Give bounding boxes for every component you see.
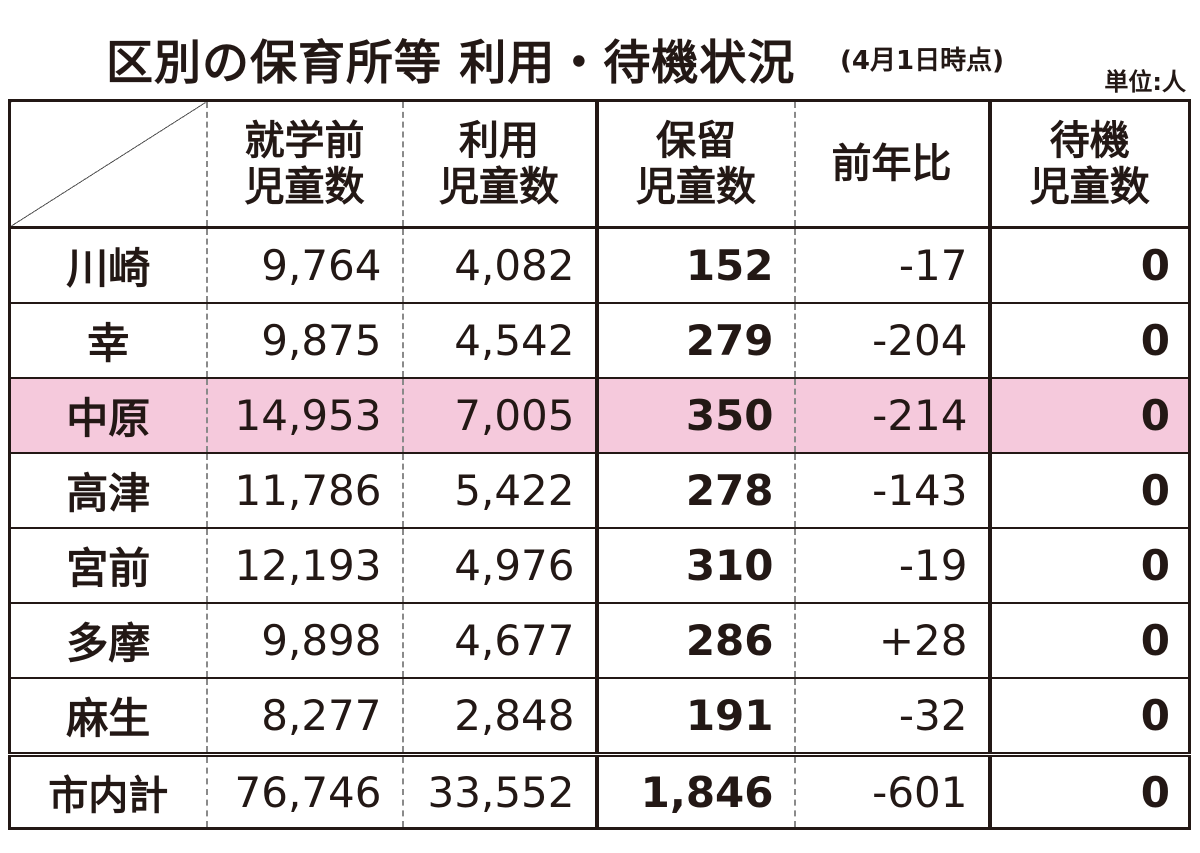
page-title: 区別の保育所等 利用・待機状況 — [106, 36, 796, 91]
preschool-count: 8,277 — [205, 677, 403, 756]
header-preschool-line2: 児童数 — [244, 164, 365, 210]
hold-count: 350 — [594, 377, 795, 454]
title-row: 区別の保育所等 利用・待機状況 (4月1日時点) 単位:人 — [0, 0, 1200, 100]
total-yoy-change: -601 — [793, 752, 990, 830]
preschool-count: 9,898 — [205, 602, 403, 679]
hold-count: 279 — [594, 302, 795, 379]
header-waiting-line1: 待機 — [1049, 118, 1130, 164]
used-count: 4,082 — [401, 226, 597, 304]
table-row: 宮前 12,193 4,976 310 -19 0 — [8, 527, 1191, 604]
yoy-change: -19 — [793, 527, 990, 604]
hold-count: 310 — [594, 527, 795, 604]
hold-count: 278 — [594, 452, 795, 529]
header-preschool: 就学前 児童数 — [205, 99, 403, 229]
preschool-count: 14,953 — [205, 377, 403, 454]
yoy-change: -214 — [793, 377, 990, 454]
ward-name: 川崎 — [8, 226, 207, 304]
corner-diagonal-cell — [8, 99, 207, 229]
header-used: 利用 児童数 — [401, 99, 597, 229]
yoy-change: -17 — [793, 226, 990, 304]
hold-count: 286 — [594, 602, 795, 679]
table-row: 幸 9,875 4,542 279 -204 0 — [8, 302, 1191, 379]
header-hold-line2: 児童数 — [636, 164, 756, 210]
table-row: 川崎 9,764 4,082 152 -17 0 — [8, 226, 1191, 304]
waiting-count: 0 — [987, 677, 1191, 756]
waiting-count: 0 — [987, 226, 1191, 304]
ward-name: 麻生 — [8, 677, 207, 756]
date-note: (4月1日時点) — [840, 46, 1004, 76]
used-count: 4,542 — [401, 302, 597, 379]
total-used-count: 33,552 — [401, 752, 597, 830]
table-row-highlighted: 中原 14,953 7,005 350 -214 0 — [8, 377, 1191, 454]
yoy-change: -204 — [793, 302, 990, 379]
table-row: 多摩 9,898 4,677 286 +28 0 — [8, 602, 1191, 679]
hold-count: 152 — [594, 226, 795, 304]
header-used-line1: 利用 — [459, 118, 539, 164]
preschool-count: 11,786 — [205, 452, 403, 529]
yoy-change: -32 — [793, 677, 990, 756]
nursery-status-table: 就学前 児童数 利用 児童数 保留 児童数 前年比 待機 児童数 川崎 9,76… — [8, 99, 1191, 830]
total-row: 市内計 76,746 33,552 1,846 -601 0 — [8, 752, 1191, 830]
ward-name: 中原 — [8, 377, 207, 454]
header-hold-line1: 保留 — [656, 118, 736, 164]
header-waiting-line2: 児童数 — [1029, 164, 1150, 210]
header-yoy: 前年比 — [793, 99, 990, 229]
waiting-count: 0 — [987, 377, 1191, 454]
used-count: 4,677 — [401, 602, 597, 679]
total-label: 市内計 — [8, 752, 207, 830]
header-hold: 保留 児童数 — [594, 99, 795, 229]
used-count: 5,422 — [401, 452, 597, 529]
used-count: 7,005 — [401, 377, 597, 454]
waiting-count: 0 — [987, 602, 1191, 679]
header-row: 就学前 児童数 利用 児童数 保留 児童数 前年比 待機 児童数 — [8, 99, 1191, 229]
yoy-change: -143 — [793, 452, 990, 529]
preschool-count: 9,875 — [205, 302, 403, 379]
waiting-count: 0 — [987, 527, 1191, 604]
table-row: 高津 11,786 5,422 278 -143 0 — [8, 452, 1191, 529]
ward-name: 宮前 — [8, 527, 207, 604]
waiting-count: 0 — [987, 302, 1191, 379]
ward-name: 多摩 — [8, 602, 207, 679]
total-hold-count: 1,846 — [594, 752, 795, 830]
header-yoy-label: 前年比 — [831, 141, 952, 187]
header-used-line2: 児童数 — [439, 164, 559, 210]
total-waiting-count: 0 — [987, 752, 1191, 830]
table-row: 麻生 8,277 2,848 191 -32 0 — [8, 677, 1191, 756]
used-count: 4,976 — [401, 527, 597, 604]
ward-name: 高津 — [8, 452, 207, 529]
total-preschool-count: 76,746 — [205, 752, 403, 830]
waiting-count: 0 — [987, 452, 1191, 529]
ward-name: 幸 — [8, 302, 207, 379]
header-preschool-line1: 就学前 — [244, 118, 365, 164]
header-waiting: 待機 児童数 — [987, 99, 1191, 229]
yoy-change: +28 — [793, 602, 990, 679]
used-count: 2,848 — [401, 677, 597, 756]
unit-note: 単位:人 — [1104, 68, 1186, 96]
preschool-count: 12,193 — [205, 527, 403, 604]
hold-count: 191 — [594, 677, 795, 756]
preschool-count: 9,764 — [205, 226, 403, 304]
